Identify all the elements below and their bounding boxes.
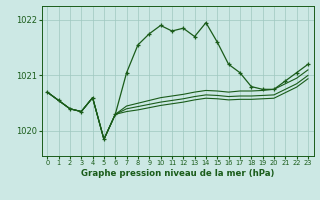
X-axis label: Graphe pression niveau de la mer (hPa): Graphe pression niveau de la mer (hPa) <box>81 169 274 178</box>
